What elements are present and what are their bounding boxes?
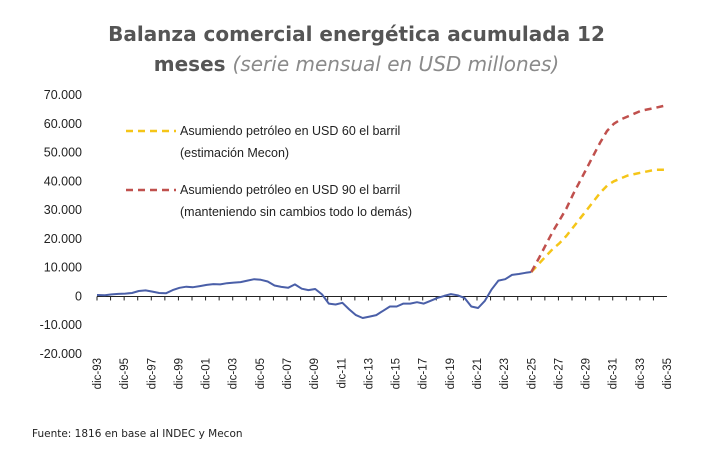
y-axis: 70.000 60.000 50.000 40.000 30.000 20.000 10.0…: [40, 88, 82, 361]
series-line-historical: [96, 271, 532, 319]
x-tick-label: dic-29: [581, 358, 593, 389]
x-tick-label: dic-25: [526, 358, 538, 389]
y-tick-label: 40.000: [44, 174, 82, 188]
x-tick-label: dic-23: [499, 358, 511, 389]
series-group: [96, 103, 668, 319]
x-axis: dic-93 dic-95 dic-97 dic-99 dic-01 dic-03 dic-…: [92, 295, 674, 389]
chart-title: Balanza comercial energética acumulada 1…: [108, 22, 605, 46]
x-tick-label: dic-07: [282, 358, 294, 389]
x-tick-label: dic-31: [608, 358, 620, 389]
legend-label: Asumiendo petróleo en USD 90 el barril: [180, 183, 400, 197]
chart-title-line2: meses (serie mensual en USD millones): [0, 52, 713, 76]
legend-label-line2: (estimación Mecon): [180, 146, 289, 160]
x-tick-label: dic-21: [472, 358, 484, 389]
y-tick-label: -10.000: [40, 318, 82, 332]
chart-title-tail: meses: [153, 52, 226, 76]
y-tick-label: 70.000: [44, 88, 82, 102]
y-tick-label: 60.000: [44, 117, 82, 131]
y-tick-label: 50.000: [44, 146, 82, 160]
x-tick-label: dic-17: [418, 358, 430, 389]
y-tick-label: -20.000: [40, 347, 82, 361]
x-tick-label: dic-13: [363, 358, 375, 389]
series-line-scenario_60: [530, 168, 667, 273]
x-tick-label: dic-19: [445, 358, 457, 389]
legend: Asumiendo petróleo en USD 60 el barril (e…: [126, 124, 412, 219]
y-tick-label: 0: [75, 289, 82, 303]
x-tick-label: dic-09: [309, 358, 321, 389]
y-tick-label: 30.000: [44, 203, 82, 217]
x-tick-label: dic-93: [92, 358, 104, 389]
legend-label: Asumiendo petróleo en USD 60 el barril: [180, 124, 400, 138]
chart-subtitle: (serie mensual en USD millones): [232, 52, 560, 76]
y-tick-label: 20.000: [44, 232, 82, 246]
x-tick-label: dic-99: [173, 358, 185, 389]
series-line-scenario_90: [530, 103, 668, 273]
y-tick-label: 10.000: [44, 261, 82, 275]
source-note: Fuente: 1816 en base al INDEC y Mecon: [32, 428, 243, 440]
x-tick-label: dic-97: [146, 358, 158, 389]
x-tick-label: dic-95: [119, 358, 131, 389]
x-tick-label: dic-15: [391, 358, 403, 389]
x-tick-label: dic-27: [553, 358, 565, 389]
x-tick-label: dic-35: [662, 358, 674, 389]
legend-label-line2: (manteniendo sin cambios todo lo demás): [180, 205, 412, 219]
x-tick-label: dic-05: [255, 358, 267, 389]
x-tick-label: dic-11: [336, 358, 348, 388]
x-tick-label: dic-03: [228, 358, 240, 389]
x-tick-label: dic-01: [201, 358, 213, 389]
x-tick-label: dic-33: [635, 358, 647, 389]
